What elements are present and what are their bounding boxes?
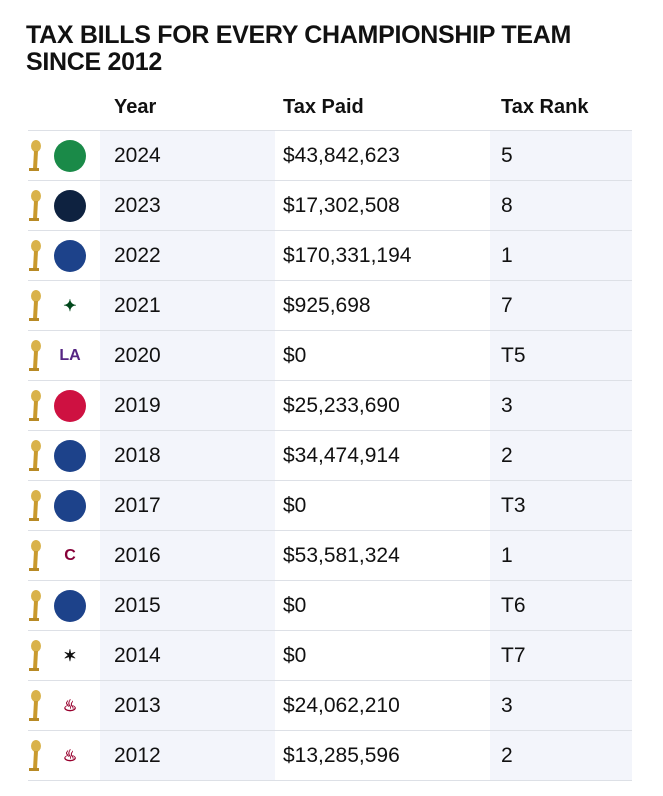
tax-rank-cell: T7: [490, 631, 632, 680]
tax-rank-cell: T6: [490, 581, 632, 630]
table-row: C 2016 $53,581,324 1: [28, 530, 632, 580]
table-row: ♨ 2013 $24,062,210 3: [28, 680, 632, 730]
year-cell: 2020: [100, 331, 275, 380]
spurs-logo: ✶: [63, 647, 77, 665]
table-row: ✶ 2014 $0 T7: [28, 630, 632, 680]
tax-paid-cell: $53,581,324: [283, 543, 400, 567]
tax-paid-cell: $34,474,914: [283, 443, 400, 467]
table-row: 2024 $43,842,623 5: [28, 130, 632, 180]
tax-rank-cell: 3: [490, 681, 632, 730]
tax-rank-cell: 1: [490, 231, 632, 280]
celtics-logo: [54, 139, 86, 172]
table-row: 2023 $17,302,508 8: [28, 180, 632, 230]
table-header: Year Tax Paid Tax Rank: [28, 84, 632, 130]
year-cell: 2022: [100, 231, 275, 280]
table-row: LA 2020 $0 T5: [28, 330, 632, 380]
tax-rank-cell: 1: [490, 531, 632, 580]
trophy-icon: [29, 389, 41, 421]
table-row: 2015 $0 T6: [28, 580, 632, 630]
year-cell: 2018: [100, 431, 275, 480]
lakers-logo: LA: [59, 346, 81, 364]
championship-tax-table: Year Tax Paid Tax Rank 2024 $43,842,623 …: [28, 84, 632, 781]
trophy-icon: [29, 589, 41, 621]
tax-paid-cell: $13,285,596: [283, 743, 400, 767]
warriors-logo: [54, 439, 86, 472]
tax-paid-cell: $0: [283, 593, 307, 617]
trophy-icon: [29, 139, 41, 171]
trophy-icon: [29, 189, 41, 221]
trophy-icon: [29, 739, 41, 771]
bucks-logo: ✦: [63, 297, 77, 315]
tax-rank-cell: 2: [490, 431, 632, 480]
tax-rank-cell: T5: [490, 331, 632, 380]
header-tax-rank: Tax Rank: [501, 95, 589, 118]
table-row: ♨ 2012 $13,285,596 2: [28, 730, 632, 781]
tax-rank-cell: 8: [490, 181, 632, 230]
raptors-logo: [54, 389, 86, 422]
tax-rank-cell: 2: [490, 731, 632, 780]
tax-paid-cell: $0: [283, 343, 307, 367]
tax-paid-cell: $0: [283, 493, 307, 517]
table-row: 2019 $25,233,690 3: [28, 380, 632, 430]
table-row: 2018 $34,474,914 2: [28, 430, 632, 480]
tax-paid-cell: $0: [283, 643, 307, 667]
year-cell: 2024: [100, 131, 275, 180]
year-cell: 2016: [100, 531, 275, 580]
warriors-logo: [54, 239, 86, 272]
cavaliers-logo: C: [64, 546, 76, 564]
warriors-logo: [54, 489, 86, 522]
year-cell: 2014: [100, 631, 275, 680]
header-tax-paid: Tax Paid: [283, 95, 364, 118]
year-cell: 2019: [100, 381, 275, 430]
header-year: Year: [114, 95, 157, 118]
tax-paid-cell: $17,302,508: [283, 193, 400, 217]
year-cell: 2023: [100, 181, 275, 230]
year-cell: 2021: [100, 281, 275, 330]
trophy-icon: [29, 689, 41, 721]
year-cell: 2017: [100, 481, 275, 530]
tax-rank-cell: T3: [490, 481, 632, 530]
tax-paid-cell: $170,331,194: [283, 243, 412, 267]
trophy-icon: [29, 439, 41, 471]
trophy-icon: [29, 339, 41, 371]
table-row: ✦ 2021 $925,698 7: [28, 280, 632, 330]
tax-paid-cell: $43,842,623: [283, 143, 400, 167]
trophy-icon: [29, 289, 41, 321]
tax-paid-cell: $925,698: [283, 293, 371, 317]
tax-paid-cell: $25,233,690: [283, 393, 400, 417]
table-row: 2022 $170,331,194 1: [28, 230, 632, 280]
year-cell: 2015: [100, 581, 275, 630]
tax-rank-cell: 7: [490, 281, 632, 330]
trophy-icon: [29, 539, 41, 571]
heat-logo: ♨: [62, 697, 78, 715]
page-title: TAX BILLS FOR EVERY CHAMPIONSHIP TEAM SI…: [26, 21, 571, 76]
trophy-icon: [29, 489, 41, 521]
tax-rank-cell: 3: [490, 381, 632, 430]
year-cell: 2012: [100, 731, 275, 780]
tax-paid-cell: $24,062,210: [283, 693, 400, 717]
table-row: 2017 $0 T3: [28, 480, 632, 530]
warriors-logo: [54, 589, 86, 622]
nuggets-logo: [54, 189, 86, 222]
trophy-icon: [29, 239, 41, 271]
heat-logo: ♨: [62, 747, 78, 765]
tax-rank-cell: 5: [490, 131, 632, 180]
trophy-icon: [29, 639, 41, 671]
year-cell: 2013: [100, 681, 275, 730]
